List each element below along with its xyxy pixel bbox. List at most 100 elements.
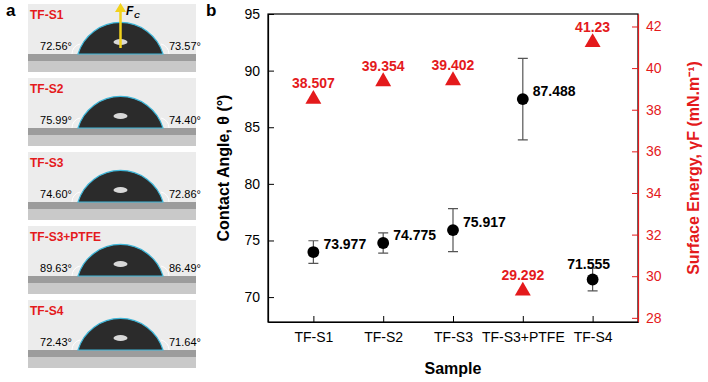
y2-tick-label: 36 bbox=[646, 143, 662, 159]
y2-tick-label: 40 bbox=[646, 60, 662, 76]
panel-label: b bbox=[206, 1, 216, 20]
x-tick-mark bbox=[523, 316, 524, 322]
angle-arc-left bbox=[72, 266, 80, 276]
data-label: 38.507 bbox=[292, 75, 335, 91]
data-label: 71.555 bbox=[567, 256, 610, 272]
droplet-photo bbox=[28, 152, 196, 220]
y2-tick-mark bbox=[632, 193, 638, 194]
y-tick: 80 bbox=[244, 176, 274, 192]
point bbox=[517, 93, 529, 105]
droplet bbox=[78, 96, 163, 128]
droplet-highlight bbox=[114, 113, 128, 119]
y2-tick-mark bbox=[632, 110, 638, 111]
panel-label: a bbox=[6, 1, 16, 20]
x-axis-line bbox=[269, 322, 639, 323]
droplet-photo bbox=[28, 4, 196, 72]
y2-tick-mark bbox=[632, 68, 638, 69]
y2-tick: 30 bbox=[632, 268, 662, 284]
right-angle: 73.57° bbox=[169, 40, 201, 52]
y2-tick-label: 28 bbox=[646, 310, 662, 326]
x-tick-label: TF-S3 bbox=[434, 329, 473, 345]
point bbox=[587, 274, 599, 286]
point bbox=[447, 224, 459, 236]
y2-tick: 36 bbox=[632, 143, 662, 159]
y-tick-label: 70 bbox=[244, 289, 260, 305]
y-tick: 95 bbox=[244, 6, 274, 22]
right-angle: 72.86° bbox=[169, 188, 201, 200]
angle-arc-right bbox=[161, 340, 169, 350]
error-bar bbox=[518, 58, 528, 140]
force-label: F bbox=[126, 4, 134, 18]
sample-label: TF-S3 bbox=[30, 156, 64, 170]
point bbox=[585, 33, 601, 47]
x-tick-label: TF-S4 bbox=[574, 329, 613, 345]
droplet bbox=[78, 318, 163, 350]
y-tick-mark bbox=[268, 127, 274, 128]
x-axis-title: Sample bbox=[425, 360, 482, 377]
y2-tick-mark bbox=[632, 26, 638, 27]
left-angle: 72.43° bbox=[40, 336, 72, 348]
angle-arc-left bbox=[72, 118, 80, 128]
point bbox=[305, 90, 321, 104]
y2-tick-label: 34 bbox=[646, 185, 662, 201]
substrate bbox=[28, 276, 196, 283]
y-axis-title: Contact Angle, θ (°) bbox=[215, 95, 232, 242]
droplet-photo bbox=[28, 300, 196, 368]
y2-tick-label: 42 bbox=[646, 18, 662, 34]
y2-tick-mark bbox=[632, 318, 638, 319]
y-tick-mark bbox=[268, 184, 274, 185]
droplet bbox=[78, 170, 163, 202]
x-tick-label: TF-S3+PTFE bbox=[482, 329, 565, 345]
y2-tick: 38 bbox=[632, 102, 662, 118]
angle-arc-right bbox=[161, 192, 169, 202]
substrate-shadow bbox=[28, 283, 196, 294]
y-tick-mark bbox=[268, 14, 274, 15]
angle-arc-left bbox=[72, 340, 80, 350]
x-tick: TF-S3+PTFE bbox=[482, 316, 565, 345]
y-tick: 75 bbox=[244, 232, 274, 248]
y-tick-label: 95 bbox=[244, 6, 260, 22]
point bbox=[375, 72, 391, 86]
y2-axis: 28 30 32 34 36 38 40 42 bbox=[632, 15, 662, 326]
x-tick: TF-S4 bbox=[574, 316, 613, 345]
x-tick-mark bbox=[313, 316, 314, 322]
y2-axis-title: Surface Energy, γF (mN.m⁻¹) bbox=[685, 61, 702, 275]
series bbox=[305, 33, 600, 295]
x-tick-label: TF-S2 bbox=[364, 329, 403, 345]
substrate-shadow bbox=[28, 135, 196, 146]
substrate bbox=[28, 128, 196, 135]
droplet-row: TF-S3 74.60° 72.86° bbox=[28, 152, 201, 220]
x-tick: TF-S3 bbox=[434, 316, 473, 345]
data-label: 75.917 bbox=[463, 214, 506, 230]
substrate-shadow bbox=[28, 209, 196, 220]
force-arrow bbox=[119, 10, 122, 48]
data-label: 39.354 bbox=[362, 58, 405, 74]
left-angle: 74.60° bbox=[40, 188, 72, 200]
error-bar bbox=[308, 241, 318, 264]
angle-arc-left bbox=[72, 44, 80, 54]
x-tick: TF-S1 bbox=[294, 316, 333, 345]
y-tick-mark bbox=[268, 240, 274, 241]
data-label: 87.488 bbox=[533, 83, 576, 99]
data-label: 39.402 bbox=[432, 57, 475, 73]
point bbox=[307, 246, 319, 258]
angle-arc-right bbox=[161, 118, 169, 128]
point bbox=[515, 282, 531, 296]
y2-tick: 32 bbox=[632, 227, 662, 243]
angle-arc-right bbox=[161, 44, 169, 54]
y2-axis-line bbox=[638, 15, 639, 323]
y2-tick-label: 30 bbox=[646, 268, 662, 284]
droplet bbox=[78, 244, 163, 276]
angle-arc-right bbox=[161, 266, 169, 276]
error-bar bbox=[378, 233, 388, 253]
x-tick-mark bbox=[383, 316, 384, 322]
x-tick-label: TF-S1 bbox=[294, 329, 333, 345]
right-angle: 74.40° bbox=[169, 114, 201, 126]
y-tick: 85 bbox=[244, 119, 274, 135]
series bbox=[307, 58, 598, 291]
droplet-photo bbox=[28, 78, 196, 146]
droplet-highlight bbox=[114, 261, 128, 267]
sample-label: TF-S1 bbox=[30, 8, 64, 22]
y2-tick: 34 bbox=[632, 185, 662, 201]
data-label: 74.775 bbox=[393, 227, 436, 243]
